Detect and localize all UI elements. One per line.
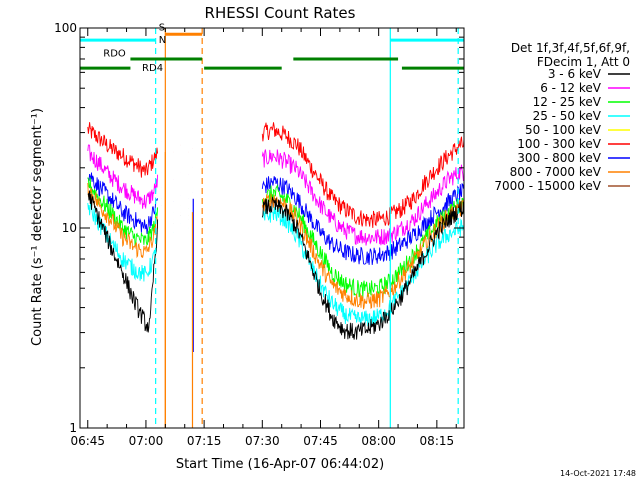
legend-entry-label: 50 - 100 keV xyxy=(525,123,602,137)
legend-entry-label: 7000 - 15000 keV xyxy=(494,179,601,193)
x-tick-label: 07:45 xyxy=(303,434,338,448)
timestamp: 14-Oct-2021 17:48 xyxy=(560,469,636,478)
legend: Det 1f,3f,4f,5f,6f,9f,FDecim 1, Att 03 -… xyxy=(494,41,630,193)
series-layer xyxy=(87,122,465,428)
legend-entry-label: 6 - 12 keV xyxy=(540,81,602,95)
series-line-3-6-kev xyxy=(261,196,465,340)
chart-title: RHESSI Count Rates xyxy=(205,4,356,22)
series-line-100-300-kev xyxy=(261,122,465,228)
x-tick-label: 08:00 xyxy=(361,434,396,448)
n-label: N xyxy=(159,35,166,46)
x-tick-label: 08:15 xyxy=(420,434,455,448)
series-line-6-12-kev xyxy=(87,144,159,210)
legend-entry-label: 12 - 25 keV xyxy=(533,95,602,109)
series-line-25-50-kev xyxy=(261,205,465,328)
legend-entry-label: 100 - 300 keV xyxy=(517,137,601,151)
y-axis-label: Count Rate (s⁻¹ detector segment⁻¹) xyxy=(30,108,45,346)
legend-header-line: Det 1f,3f,4f,5f,6f,9f, xyxy=(511,41,630,55)
legend-entry-label: 800 - 7000 keV xyxy=(510,165,602,179)
rd4-label: RD4 xyxy=(142,63,163,74)
y-tick-label: 10 xyxy=(62,221,77,235)
axis-layer: 06:45 07:00 07:15 07:30 07:45 08:00 08:15 1 10 10… xyxy=(54,21,465,448)
series-line-100-300-kev xyxy=(87,122,159,178)
y-tick-label: 1 xyxy=(69,421,77,435)
series-line-800-7000-kev xyxy=(261,193,465,310)
series-line-300-800-kev xyxy=(261,176,465,265)
x-tick-label: 07:15 xyxy=(187,434,222,448)
x-tick-label: 07:00 xyxy=(129,434,164,448)
x-tick-label: 07:30 xyxy=(245,434,280,448)
series-line-3-6-kev xyxy=(87,190,159,333)
x-tick-label: 06:45 xyxy=(70,434,105,448)
y-tick-label: 100 xyxy=(54,21,77,35)
series-line-300-800-kev xyxy=(87,172,159,234)
legend-entry-label: 3 - 6 keV xyxy=(548,67,602,81)
legend-header-line: FDecim 1, Att 0 xyxy=(537,55,630,69)
rdo-label: RDO xyxy=(103,49,126,60)
x-axis-label: Start Time (16-Apr-07 06:44:02) xyxy=(176,457,384,472)
series-line-800-7000-kev xyxy=(87,182,159,259)
series-line-6-12-kev xyxy=(261,149,465,246)
legend-entry-label: 300 - 800 keV xyxy=(517,151,601,165)
legend-entry-label: 25 - 50 keV xyxy=(533,109,602,123)
